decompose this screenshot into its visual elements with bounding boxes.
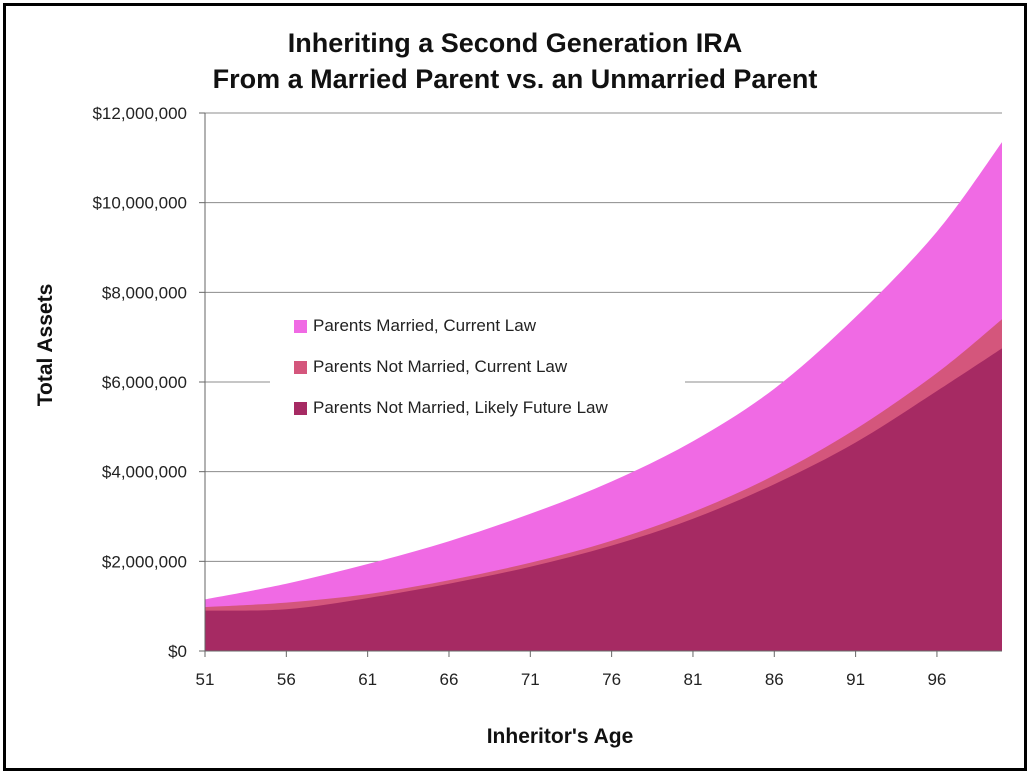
x-tick-label: 86 [765, 670, 784, 689]
x-axis-label: Inheritor's Age [487, 725, 634, 748]
y-tick-label: $0 [168, 642, 187, 661]
legend-label: Parents Married, Current Law [313, 316, 536, 335]
legend-swatch [294, 360, 307, 374]
y-tick-label: $12,000,000 [92, 104, 187, 123]
y-axis-label: Total Assets [34, 284, 57, 407]
x-tick-label: 96 [927, 670, 946, 689]
legend: Parents Married, Current Law Parents Not… [270, 305, 685, 435]
y-tick-label: $4,000,000 [102, 463, 187, 482]
legend-item: Parents Married, Current Law [294, 316, 536, 336]
legend-label: Parents Not Married, Current Law [313, 357, 568, 376]
chart-title: Inheriting a Second Generation IRA [287, 28, 743, 58]
area-series-3 [205, 348, 1002, 651]
x-tick-label: 56 [277, 670, 296, 689]
y-tick-label: $8,000,000 [102, 283, 187, 302]
x-tick-label: 66 [440, 670, 459, 689]
x-tick-label: 81 [683, 670, 702, 689]
y-tick-label: $10,000,000 [92, 194, 187, 213]
y-tick-label: $2,000,000 [102, 552, 187, 571]
chart-subtitle: From a Married Parent vs. an Unmarried P… [212, 64, 818, 94]
x-tick-label: 51 [196, 670, 215, 689]
x-tick-label: 76 [602, 670, 621, 689]
x-tick-label: 71 [521, 670, 540, 689]
x-tick-label: 61 [358, 670, 377, 689]
legend-swatch [294, 401, 307, 415]
legend-item: Parents Not Married, Current Law [294, 357, 567, 377]
legend-item: Parents Not Married, Likely Future Law [294, 398, 608, 418]
x-tick-label: 91 [846, 670, 865, 689]
y-tick-label: $6,000,000 [102, 373, 187, 392]
legend-swatch [294, 319, 307, 333]
legend-label: Parents Not Married, Likely Future Law [313, 398, 608, 417]
